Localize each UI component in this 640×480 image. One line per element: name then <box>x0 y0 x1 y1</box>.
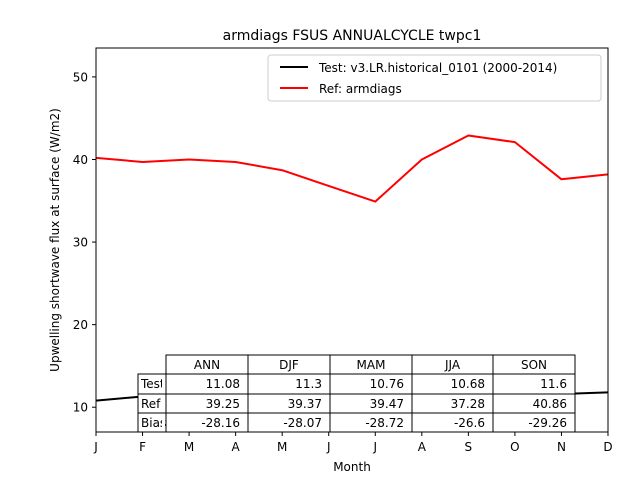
table-cell-value: 10.76 <box>370 377 404 391</box>
table-row-label: Bias <box>141 416 166 430</box>
table-label-mask <box>162 395 165 412</box>
legend-test-label: Test: v3.LR.historical_0101 (2000-2014) <box>318 61 557 75</box>
table-body-bg <box>138 374 575 432</box>
table-label-mask <box>162 375 165 393</box>
x-tick-label: J <box>93 440 98 454</box>
y-tick-label: 50 <box>73 70 88 84</box>
y-axis-label: Upwelling shortwave flux at surface (W/m… <box>48 108 62 372</box>
table-col-label: JJA <box>444 358 461 372</box>
table-cell-value: 11.08 <box>206 377 240 391</box>
x-tick-label: M <box>184 440 194 454</box>
y-tick-label: 30 <box>73 236 88 250</box>
table-row-label: Ref <box>141 397 161 411</box>
table-label-mask <box>162 414 165 431</box>
table-cell-value: 40.86 <box>533 397 567 411</box>
x-tick-label: M <box>277 440 287 454</box>
table-cell-value: 39.37 <box>288 397 322 411</box>
table-cell-value: 39.25 <box>206 397 240 411</box>
x-tick-label: J <box>372 440 377 454</box>
table-cell-value: -28.16 <box>201 416 240 430</box>
table-cell-value: 39.47 <box>370 397 404 411</box>
table-col-label: DJF <box>279 358 299 372</box>
x-tick-label: N <box>557 440 566 454</box>
x-tick-label: S <box>465 440 473 454</box>
x-tick-label: A <box>232 440 241 454</box>
table-cell-value: -26.6 <box>454 416 485 430</box>
table-col-label: SON <box>521 358 547 372</box>
table-row-label: Test <box>140 377 165 391</box>
x-tick-label: D <box>603 440 612 454</box>
plot-frame <box>95 47 609 433</box>
table-cell-value: 37.28 <box>451 397 485 411</box>
table-cell-value: -29.26 <box>528 416 567 430</box>
x-tick-label: A <box>418 440 427 454</box>
y-tick-label: 10 <box>73 401 88 415</box>
legend-box <box>267 54 602 102</box>
table-cell-value: -28.07 <box>283 416 322 430</box>
x-tick-label: O <box>510 440 519 454</box>
y-tick-label: 40 <box>73 153 88 167</box>
table-cell-value: 11.3 <box>295 377 322 391</box>
legend-ref-label: Ref: armdiags <box>319 82 402 96</box>
table-cell-value: 11.6 <box>540 377 567 391</box>
x-tick-label: J <box>326 440 331 454</box>
table-cell-value: -28.72 <box>365 416 404 430</box>
chart-title: armdiags FSUS ANNUALCYCLE twpc1 <box>223 28 482 44</box>
table-col-label: ANN <box>194 358 220 372</box>
table-cell-value: 10.68 <box>451 377 485 391</box>
x-tick-label: F <box>139 440 146 454</box>
table-col-label: MAM <box>357 358 386 372</box>
ref-series-line <box>95 134 609 203</box>
x-axis-label: Month <box>333 460 371 474</box>
y-tick-label: 20 <box>73 318 88 332</box>
table-header-bg <box>166 355 575 374</box>
